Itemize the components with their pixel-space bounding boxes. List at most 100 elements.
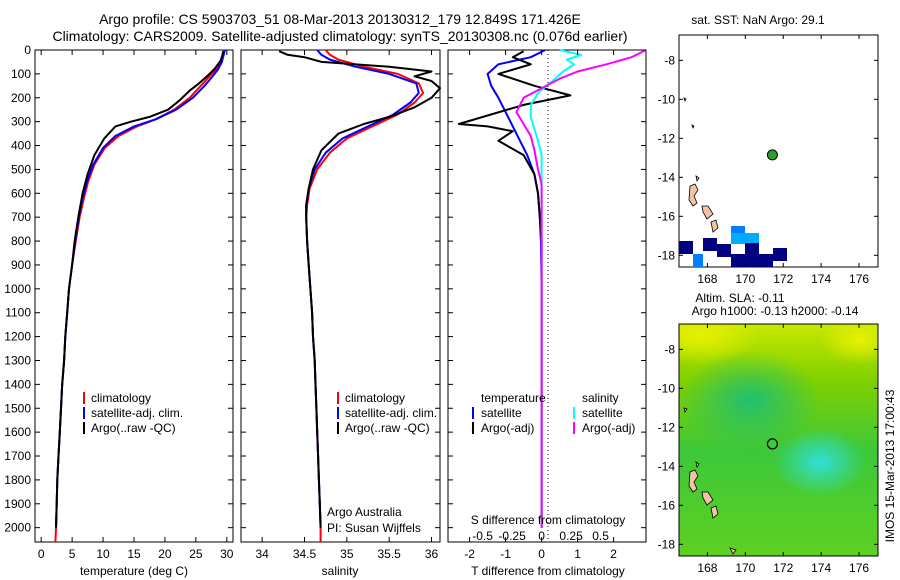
sst-map-title: sat. SST: NaN Argo: 29.1 — [691, 13, 825, 27]
temperature-panel: 0 5 10 15 20 25 30 0 100 200 300 400 500 600 700 800 90… — [4, 43, 234, 578]
map-x-tick-label: 174 — [811, 272, 831, 286]
legend-label-t-argo: Argo(-adj) — [481, 421, 534, 435]
argo-float-marker — [766, 438, 779, 450]
map-y-tick-label: -8 — [664, 53, 675, 67]
island-shape — [691, 124, 695, 130]
depth-y-ticks: 0 100 200 300 400 500 600 700 800 900 1000 1100 1200… — [4, 43, 233, 535]
x-tick-label: 35 — [340, 547, 354, 561]
s-difference-tick-label: 0.25 — [559, 529, 583, 543]
y-tick-label: 700 — [11, 210, 31, 224]
salinity-series — [278, 49, 441, 542]
map-x-tick-label: 172 — [773, 272, 793, 286]
x-tick-label: 34.5 — [293, 547, 317, 561]
temperature-plot-frame — [34, 49, 234, 543]
y-tick-label: 600 — [11, 186, 31, 200]
island-shape — [710, 505, 719, 519]
y-tick-label: 2000 — [4, 521, 31, 535]
y-tick-label: 400 — [11, 139, 31, 153]
sla-low-anomaly — [774, 428, 866, 496]
y-tick-label: 100 — [11, 67, 31, 81]
salinity-panel: 34 34.5 35 35.5 36 salinity climatology sate… — [240, 49, 441, 578]
sst-cell — [731, 226, 745, 233]
y-tick-label: 200 — [11, 91, 31, 105]
sst-map-frame — [678, 34, 879, 268]
sst-cell — [745, 254, 759, 267]
y-tick-label: 1700 — [4, 449, 31, 463]
island-shape — [683, 407, 688, 413]
map-x-tick-label: 168 — [697, 561, 717, 575]
x-tick-label: 2 — [610, 547, 617, 561]
sla-land-islands — [683, 407, 737, 555]
x-tick-label: 1 — [574, 547, 581, 561]
difference-plot-frame — [447, 49, 647, 543]
map-x-tick-label: 176 — [849, 272, 869, 286]
x-tick-label: 25 — [189, 547, 203, 561]
s-difference-tick-label: -0.5 — [472, 529, 493, 543]
sla-map-ticks: 168 170 172 174 176 -8 -10 -12 -14 -16 -18 — [658, 324, 878, 575]
s-difference-label: S difference from climatology — [471, 513, 626, 527]
island-shape — [729, 547, 737, 555]
title-line-1: Argo profile: CS 5903703_51 08-Mar-2013 … — [99, 11, 581, 27]
temperature-legend: climatology satellite-adj. clim. Argo(..… — [83, 391, 183, 435]
y-tick-label: 900 — [11, 258, 31, 272]
difference-series — [457, 49, 647, 528]
y-tick-label: 1300 — [4, 353, 31, 367]
island-shape — [701, 491, 714, 506]
series-line-argo-adj- — [457, 50, 572, 528]
legend-label-climatology: climatology — [345, 391, 405, 405]
legend-title-salinity: salinity — [582, 391, 619, 405]
salinity-legend: climatology satellite-adj. clim. Argo(..… — [337, 391, 437, 435]
map-y-tick-label: -10 — [658, 92, 676, 106]
map-x-tick-label: 174 — [811, 561, 831, 575]
map-x-tick-label: 176 — [849, 561, 869, 575]
y-tick-label: 0 — [24, 43, 31, 57]
sst-map-ticks: 168 170 172 174 176 -8 -10 -12 -14 -16 -18 — [658, 35, 878, 286]
legend-label-satellite: satellite-adj. clim. — [91, 406, 183, 420]
x-tick-label: 36 — [425, 547, 439, 561]
salinity-x-label: salinity — [322, 564, 359, 578]
y-tick-label: 500 — [11, 162, 31, 176]
series-line-argo-raw-qc- — [55, 51, 225, 528]
x-tick-label: 15 — [127, 547, 141, 561]
island-shape — [688, 183, 699, 207]
sla-anomaly — [680, 350, 820, 450]
salinity-x-ticks: 34 34.5 35 35.5 36 — [255, 50, 439, 561]
legend-label-argo: Argo(..raw -QC) — [91, 421, 176, 435]
difference-x-ticks: -2 -1 0 1 2 — [464, 50, 617, 561]
y-tick-label: 1000 — [4, 282, 31, 296]
x-tick-label: 20 — [158, 547, 172, 561]
sst-cell — [745, 243, 759, 254]
s-difference-tick-label: -0.25 — [498, 529, 526, 543]
sst-cell — [759, 254, 773, 267]
x-tick-label: 0 — [538, 547, 545, 561]
map-x-tick-label: 170 — [735, 272, 755, 286]
temperature-series — [54, 49, 226, 543]
y-tick-label: 1600 — [4, 425, 31, 439]
temperature-x-ticks: 0 5 10 15 20 25 30 — [38, 50, 234, 561]
map-y-tick-label: -16 — [658, 498, 676, 512]
sst-cell — [679, 241, 693, 254]
title-line-2: Climatology: CARS2009. Satellite-adjuste… — [52, 28, 627, 44]
x-tick-label: 0 — [38, 547, 45, 561]
sst-map-panel: sat. SST: NaN Argo: 29.1 168 170 172 174 176… — [658, 13, 879, 286]
y-tick-label: 1400 — [4, 377, 31, 391]
y-tick-label: 1500 — [4, 401, 31, 415]
map-x-tick-label: 172 — [773, 561, 793, 575]
sla-map-title-1: Altim. SLA: -0.11 — [695, 291, 784, 305]
island-shape — [710, 219, 719, 233]
sla-map-frame — [678, 323, 879, 557]
annotation-argo-australia: Argo Australia — [327, 505, 402, 519]
temperature-x-label: temperature (deg C) — [80, 564, 188, 578]
x-tick-label: 30 — [220, 547, 234, 561]
y-tick-label: 800 — [11, 234, 31, 248]
difference-panel: -2 -1 0 1 2 S difference from climatology -0… — [447, 49, 647, 578]
salinity-y-tick-marks — [241, 49, 440, 529]
legend-label-climatology: climatology — [91, 391, 151, 405]
map-x-tick-label: 168 — [697, 272, 717, 286]
map-y-tick-label: -12 — [658, 131, 676, 145]
sst-cell — [745, 233, 759, 243]
imos-timestamp: IMOS 15-Mar-2013 17:00:43 — [883, 389, 897, 542]
island-shape — [701, 205, 714, 220]
sst-cell — [703, 238, 717, 251]
